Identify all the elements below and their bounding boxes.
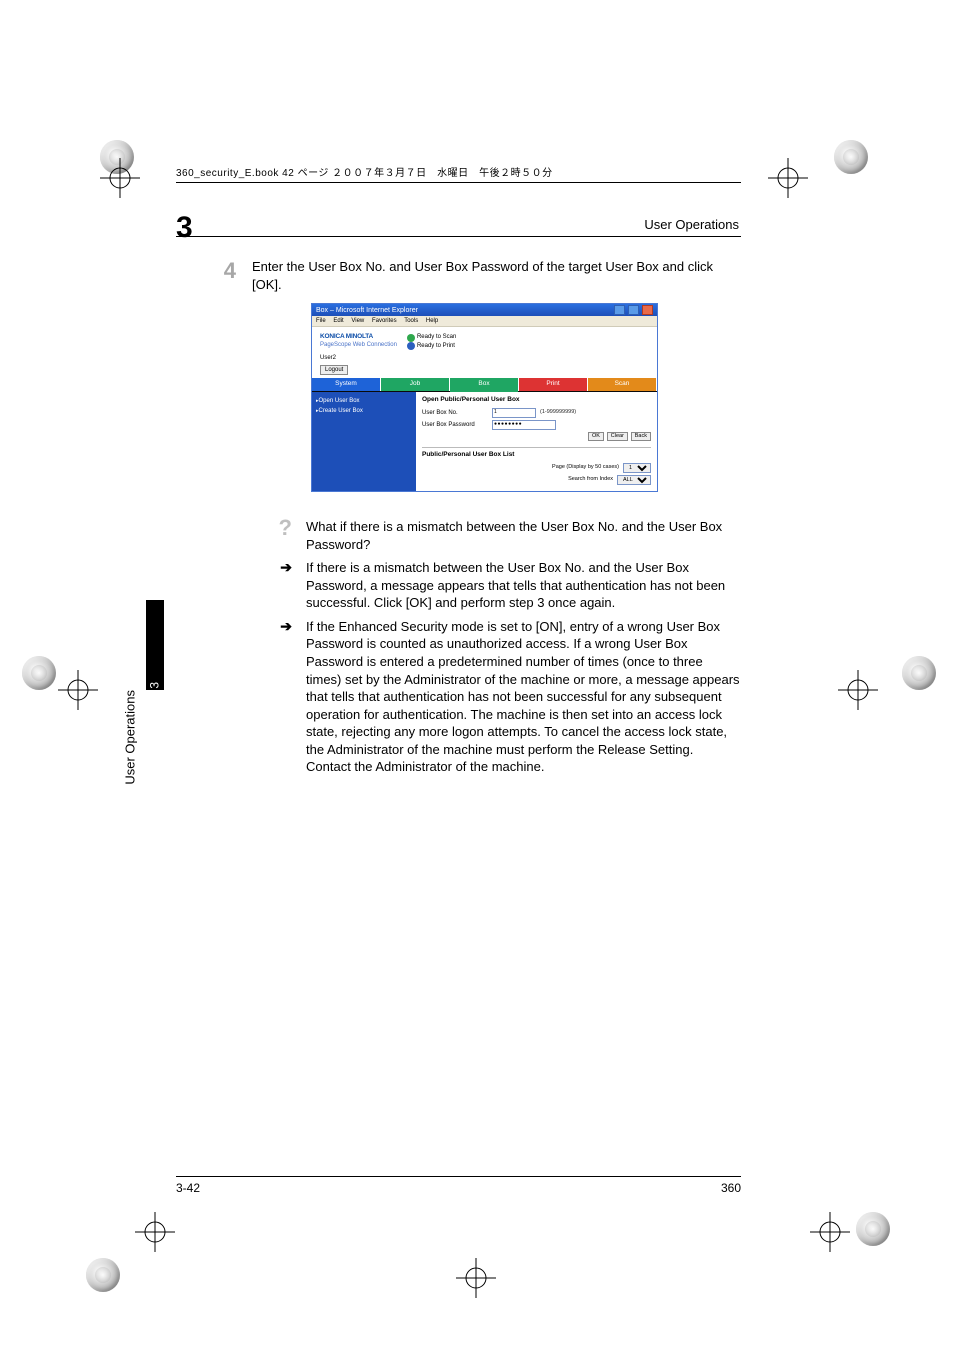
side-tab: Chapter 3 User Operations <box>138 430 164 690</box>
answer-1: ➔ If there is a mismatch between the Use… <box>176 559 741 612</box>
app-body: Open User Box Create User Box Open Publi… <box>312 392 657 491</box>
side-title: User Operations <box>123 690 138 785</box>
brand-block: KONICA MINOLTA PageScope Web Connection <box>320 333 397 349</box>
step-number: 4 <box>176 258 236 293</box>
menu-edit[interactable]: Edit <box>333 318 343 324</box>
tab-box[interactable]: Box <box>450 378 519 391</box>
print-mark <box>834 140 868 174</box>
print-mark <box>22 656 56 690</box>
running-header: 360_security_E.book 42 ページ ２００７年３月７日 水曜日… <box>176 164 741 183</box>
print-mark <box>86 1258 120 1292</box>
answer-2: ➔ If the Enhanced Security mode is set t… <box>176 618 741 776</box>
page-select[interactable]: 1 <box>623 463 651 473</box>
tab-bar: System Job Box Print Scan <box>312 378 657 392</box>
chapter-label: Chapter 3 <box>148 682 162 735</box>
content-area: 4 Enter the User Box No. and User Box Pa… <box>176 258 741 782</box>
field-boxno-input[interactable]: 1 <box>492 408 536 418</box>
tab-scan[interactable]: Scan <box>588 378 657 391</box>
app-header: KONICA MINOLTA PageScope Web Connection … <box>312 327 657 354</box>
back-button[interactable]: Back <box>631 432 651 441</box>
section-title: User Operations <box>644 217 739 232</box>
user-label: User2 <box>320 354 336 362</box>
sidebar: Open User Box Create User Box <box>312 392 416 491</box>
close-icon[interactable] <box>642 305 653 315</box>
field-boxno-hint: (1-999999999) <box>540 409 576 416</box>
registration-mark <box>810 1212 850 1252</box>
logout-button[interactable]: Logout <box>320 365 348 375</box>
window-buttons <box>613 305 653 315</box>
arrow-icon: ➔ <box>276 618 292 776</box>
registration-mark <box>135 1212 175 1252</box>
menu-favorites[interactable]: Favorites <box>372 318 397 324</box>
field-pw-input[interactable]: ●●●●●●●● <box>492 420 556 430</box>
print-mark <box>902 656 936 690</box>
clear-button[interactable]: Clear <box>607 432 628 441</box>
status-print-text: Ready to Print <box>417 342 455 350</box>
page-footer: 3-42 360 <box>176 1176 741 1195</box>
list-heading: Public/Personal User Box List <box>422 451 651 460</box>
search-index-select[interactable]: ALL <box>617 475 651 485</box>
menu-view[interactable]: View <box>351 318 364 324</box>
main-panel: Open Public/Personal User Box User Box N… <box>416 392 657 491</box>
status-print-icon <box>407 342 415 350</box>
tab-print[interactable]: Print <box>519 378 588 391</box>
field-boxno-label: User Box No. <box>422 409 492 417</box>
ok-button[interactable]: OK <box>588 432 604 441</box>
sidebar-item-create[interactable]: Create User Box <box>316 406 412 416</box>
maximize-icon[interactable] <box>628 305 639 315</box>
field-pw-label: User Box Password <box>422 421 492 429</box>
search-index-label: Search from Index <box>568 476 613 483</box>
brand-name: KONICA MINOLTA <box>320 333 397 341</box>
question-mark-icon: ? <box>276 518 292 553</box>
embedded-screenshot: Box – Microsoft Internet Explorer File E… <box>311 303 658 492</box>
status-scan-icon <box>407 334 415 342</box>
status-scan-text: Ready to Scan <box>417 333 456 341</box>
registration-mark <box>838 670 878 710</box>
answer-1-text: If there is a mismatch between the User … <box>306 559 741 612</box>
panel-heading: Open Public/Personal User Box <box>422 396 651 405</box>
registration-mark <box>768 158 808 198</box>
step-4: 4 Enter the User Box No. and User Box Pa… <box>176 258 741 293</box>
menu-help[interactable]: Help <box>426 318 438 324</box>
registration-mark <box>58 670 98 710</box>
printer-status: Ready to Scan Ready to Print <box>407 333 456 350</box>
section-number: 3 <box>176 213 193 243</box>
registration-mark <box>100 158 140 198</box>
window-title: Box – Microsoft Internet Explorer <box>316 306 418 315</box>
page-display-label: Page (Display by 50 cases) <box>552 464 619 471</box>
arrow-icon: ➔ <box>276 559 292 612</box>
tab-system[interactable]: System <box>312 378 381 391</box>
sidebar-item-open[interactable]: Open User Box <box>316 396 412 406</box>
footer-page-number: 3-42 <box>176 1181 200 1195</box>
section-header: 3 User Operations <box>176 210 741 237</box>
menu-file[interactable]: File <box>316 318 326 324</box>
question-block: ? What if there is a mismatch between th… <box>176 518 741 553</box>
registration-mark <box>456 1258 496 1298</box>
print-mark <box>856 1212 890 1246</box>
question-text: What if there is a mismatch between the … <box>306 518 741 553</box>
tab-job[interactable]: Job <box>381 378 450 391</box>
user-row: User2 <box>312 354 657 365</box>
answer-2-text: If the Enhanced Security mode is set to … <box>306 618 741 776</box>
footer-model: 360 <box>721 1181 741 1195</box>
step-text: Enter the User Box No. and User Box Pass… <box>252 258 741 293</box>
minimize-icon[interactable] <box>614 305 625 315</box>
brand-subtitle: PageScope Web Connection <box>320 342 397 350</box>
menu-tools[interactable]: Tools <box>404 318 418 324</box>
window-titlebar: Box – Microsoft Internet Explorer <box>312 304 657 316</box>
browser-menubar: File Edit View Favorites Tools Help <box>312 316 657 327</box>
